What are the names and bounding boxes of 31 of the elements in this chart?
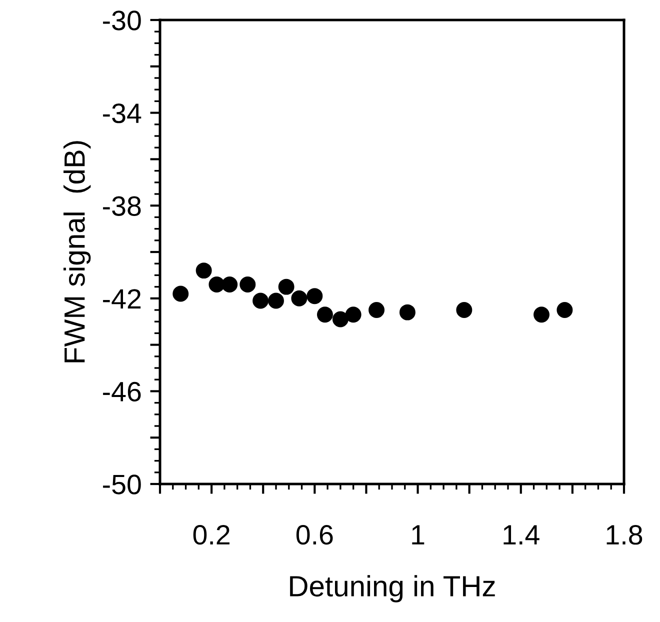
x-tick-label: 1.4 (504, 525, 540, 544)
point (208, 276, 225, 292)
x-axis-title: Detuning in THz (290, 575, 495, 602)
point (252, 292, 269, 309)
y-axis-title: FWM signal (dB) (64, 141, 91, 362)
point (345, 306, 362, 323)
y-tick-label: -30 (103, 10, 141, 30)
point (332, 311, 348, 328)
y-tick-label: -34 (103, 103, 142, 124)
x-tick-label: 0.2 (193, 525, 230, 545)
point (268, 292, 284, 309)
y-tick-label: -38 (103, 196, 141, 216)
point (316, 306, 333, 323)
point (399, 304, 416, 320)
y-tick-label: -50 (103, 474, 141, 494)
point (368, 302, 385, 318)
point (456, 302, 472, 318)
point (278, 278, 294, 295)
x-tick-label: 1.8 (606, 525, 642, 545)
x-tick-label: 0.6 (296, 525, 333, 545)
point (534, 306, 550, 323)
point (196, 262, 212, 279)
point (222, 276, 238, 292)
point (291, 290, 308, 306)
point (172, 286, 189, 302)
x-tick-label: 1 (412, 525, 424, 544)
y-tick-label: -46 (103, 382, 141, 402)
point (306, 288, 323, 304)
point (556, 302, 573, 318)
y-tick-label: -42 (103, 289, 141, 308)
point (240, 276, 256, 292)
